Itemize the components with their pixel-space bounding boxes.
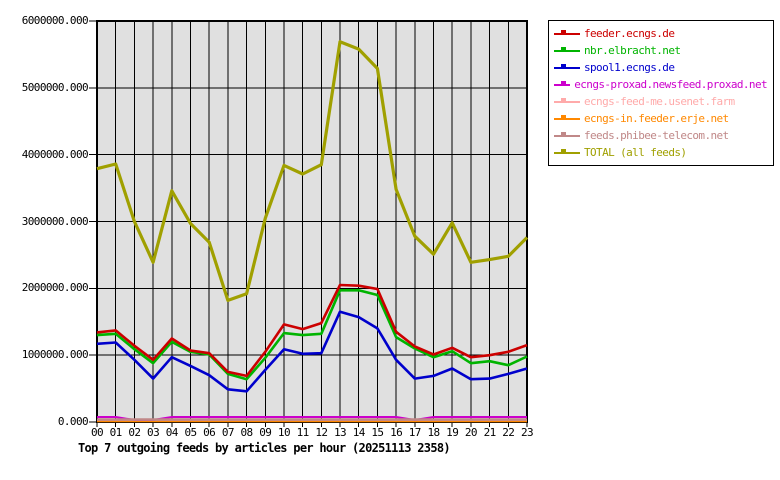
x-axis-label: 00 [90, 426, 104, 439]
x-axis-label: 23 [520, 426, 534, 439]
legend-item: feeds.phibee-telecom.net [554, 127, 767, 144]
y-axis-label: 4000000.000 [21, 147, 89, 161]
legend-marker-icon [554, 115, 580, 120]
x-axis-label: 04 [165, 426, 179, 439]
x-axis-label: 11 [296, 426, 310, 439]
legend-label: feeder.ecngs.de [584, 27, 675, 40]
legend-label: TOTAL (all feeds) [584, 146, 687, 159]
x-axis-label: 17 [408, 426, 422, 439]
x-axis-label: 18 [427, 426, 440, 439]
x-axis-label: 03 [147, 426, 160, 439]
legend-item: spool1.ecngs.de [554, 59, 767, 76]
axis-ticks [89, 20, 528, 427]
x-axis-label: 09 [259, 426, 272, 439]
legend-label: ecngs-feed-me.usenet.farm [584, 95, 735, 108]
x-axis-label: 07 [221, 426, 235, 439]
legend-item: nbr.elbracht.net [554, 42, 767, 59]
y-axis-label: 2000000.000 [21, 281, 89, 295]
x-axis-label: 20 [464, 426, 478, 439]
x-axis-label: 08 [240, 426, 254, 439]
legend-marker-icon [554, 30, 580, 35]
legend-item: ecngs-feed-me.usenet.farm [554, 93, 767, 110]
legend-marker-icon [554, 98, 580, 103]
x-axis-label: 02 [128, 426, 141, 439]
x-axis-label: 12 [315, 426, 328, 439]
legend-label: ecngs-proxad.newsfeed.proxad.net [574, 78, 767, 91]
y-axis-label: 1000000.000 [21, 348, 89, 362]
x-axis-label: 13 [334, 426, 347, 439]
legend-label: feeds.phibee-telecom.net [584, 129, 729, 142]
legend-label: nbr.elbracht.net [584, 44, 681, 57]
legend-item: TOTAL (all feeds) [554, 144, 767, 161]
legend-marker-icon [554, 64, 580, 69]
legend-marker-icon [554, 47, 580, 52]
legend-marker-icon [554, 149, 580, 154]
x-axis-label: 06 [203, 426, 216, 439]
y-axis-label: 0.000 [57, 415, 89, 428]
y-axis-label: 3000000.000 [21, 214, 89, 228]
legend-item: feeder.ecngs.de [554, 25, 767, 42]
x-axis-label: 10 [277, 426, 291, 439]
series-line-spool1.ecngs.de [96, 310, 528, 393]
x-axis-label: 19 [446, 426, 459, 439]
x-axis-label: 16 [390, 426, 403, 439]
y-axis-label: 5000000.000 [21, 80, 89, 94]
series-line-nbr.elbracht.net [96, 288, 528, 381]
legend-marker-icon [554, 81, 571, 86]
series-lines [96, 40, 529, 423]
x-axis-label: 15 [371, 426, 384, 439]
legend-marker-icon [554, 132, 580, 137]
x-axis-label: 01 [109, 426, 123, 439]
series-line-TOTAL (all feeds) [96, 40, 529, 302]
legend-box: feeder.ecngs.de nbr.elbracht.net spool1.ec… [548, 20, 774, 166]
legend-item: ecngs-in.feeder.erje.net [554, 110, 767, 127]
x-axis-label: 22 [502, 426, 515, 439]
y-axis-label: 6000000.000 [21, 14, 89, 27]
series-line-ecngs-proxad.newsfeed.proxad.net [97, 416, 527, 421]
x-axis-label: 05 [184, 426, 197, 439]
chart-title: Top 7 outgoing feeds by articles per hou… [78, 441, 451, 455]
series-line-feeder.ecngs.de [96, 283, 528, 378]
legend-label: ecngs-in.feeder.erje.net [584, 112, 729, 125]
legend-item: ecngs-proxad.newsfeed.proxad.net [554, 76, 768, 93]
x-axis-label: 21 [483, 426, 497, 439]
x-axis-label: 14 [352, 426, 366, 439]
legend-label: spool1.ecngs.de [584, 61, 675, 74]
